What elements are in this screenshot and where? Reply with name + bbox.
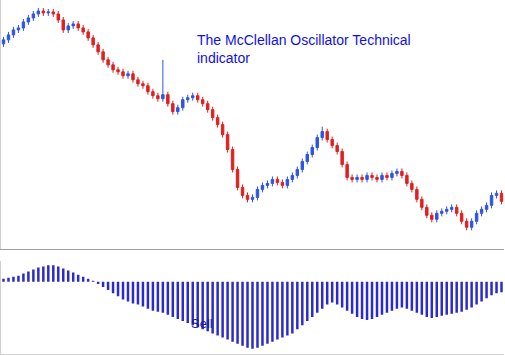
svg-text:Sell: Sell [191, 316, 213, 331]
svg-text:The McClellan Oscillator Techn: The McClellan Oscillator Technicalindica… [197, 32, 411, 66]
